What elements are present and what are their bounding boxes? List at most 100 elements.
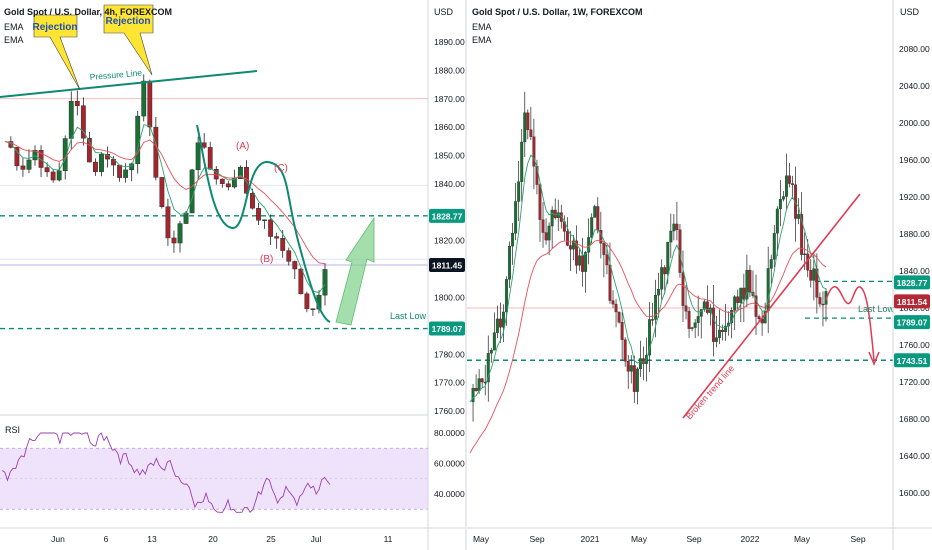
left-candle-bear [38, 150, 44, 168]
wave-curve [196, 124, 331, 323]
left-time-tick: Jul [311, 534, 322, 544]
left-price-tick: 1800.00 [434, 293, 465, 303]
left-price-badges: 1828.77 1811.45 1789.07 [429, 208, 465, 336]
broken-trend-line-label: Broken trend line [684, 363, 736, 421]
right-candle-bull [718, 329, 721, 338]
left-ema-label-2[interactable]: EMA [4, 35, 24, 45]
right-ema-label-1[interactable]: EMA [472, 22, 492, 32]
right-price-axis[interactable]: 2080.00 2040.00 2000.00 1960.00 1920.00 1880.… [899, 44, 930, 498]
left-price-badge [429, 258, 465, 273]
right-candle-bull [657, 289, 661, 296]
right-ema-fast [469, 154, 827, 403]
right-candle-bull [672, 223, 676, 232]
left-price-badge [429, 208, 465, 223]
right-chart-panel[interactable]: Broken trend line Last Low 2080.00 2040.00… [467, 0, 932, 550]
left-candle-bull [56, 170, 62, 181]
right-price-badge [894, 353, 930, 368]
left-candle-bear [250, 193, 255, 209]
right-candle-bull [699, 309, 703, 317]
right-candle-bear [474, 388, 478, 391]
left-candle-bull [68, 100, 74, 139]
right-price-tick: 1680.00 [899, 414, 930, 424]
left-candle-bear [256, 208, 261, 221]
right-candle-bull [523, 112, 527, 143]
right-candle-bull [635, 368, 639, 392]
left-horizontal-levels [0, 98, 428, 330]
right-price-badge-label: 1789.07 [897, 318, 928, 328]
right-candle-bull [572, 240, 575, 250]
left-price-tick: 1870.00 [434, 94, 465, 104]
rejection-callout-2 [103, 4, 154, 76]
right-ema-label-2[interactable]: EMA [472, 35, 492, 45]
left-ema-slow [4, 139, 326, 265]
left-time-tick: 20 [208, 534, 218, 544]
right-candle-bull [772, 233, 776, 260]
left-time-tick: 6 [104, 534, 109, 544]
left-price-tick: 1860.00 [434, 122, 465, 132]
right-candle-bear [788, 175, 791, 184]
right-candle-bear [821, 303, 825, 306]
rsi-label[interactable]: RSI [5, 425, 20, 435]
right-candle-bull [666, 241, 670, 275]
projection-arrowhead [868, 351, 880, 366]
right-candle-bear [614, 303, 618, 313]
left-candle-bull [195, 142, 201, 171]
right-candle-bull [781, 196, 785, 200]
left-candle-bear [86, 138, 92, 163]
left-candle-bull [177, 223, 183, 244]
left-price-badge-label: 1789.07 [432, 324, 463, 334]
right-candle-bull [730, 310, 734, 324]
left-price-tick: 1770.00 [434, 378, 465, 388]
rsi-band [0, 448, 428, 510]
left-candle-bear [274, 236, 280, 239]
right-candle-bear [611, 300, 615, 305]
right-candle-bear [791, 183, 794, 185]
left-candle-bull [322, 269, 328, 296]
right-price-tick: 2000.00 [899, 118, 930, 128]
left-candle-bull [135, 115, 141, 164]
left-price-badge [429, 321, 465, 336]
right-candle-bull [797, 214, 801, 219]
left-candle-bull [231, 178, 237, 188]
right-candle-bull [778, 199, 782, 210]
right-candle-bull [486, 353, 490, 383]
rsi-tick: 80.0000 [434, 428, 465, 438]
right-price-badge [894, 294, 930, 309]
right-candle-bear [736, 296, 740, 303]
right-candle-bull [803, 253, 807, 256]
right-candle-bear [581, 255, 585, 272]
right-candle-bear [529, 129, 533, 137]
right-candle-bear [617, 311, 621, 323]
right-candle-bear [480, 378, 484, 383]
right-time-tick: May [473, 534, 490, 544]
right-horizontal-levels [467, 280, 893, 361]
right-candle-bull [745, 269, 749, 300]
right-time-axis[interactable]: May Sep 2021 May Sep 2022 May Sep [473, 534, 866, 544]
left-currency-label: USD [434, 7, 454, 17]
left-candle-bear [159, 177, 165, 207]
left-chart-panel[interactable]: Pressure Line Rejection Rejection (A) (C) (B)… [0, 0, 465, 550]
rsi-line [1, 432, 331, 514]
right-candle-bear [538, 184, 542, 220]
right-candle-bull [739, 287, 743, 303]
left-price-axis[interactable]: 1890.00 1880.00 1870.00 1860.00 1850.00 1840.… [434, 37, 465, 416]
right-time-tick: May [631, 534, 648, 544]
left-ema-label-1[interactable]: EMA [4, 22, 24, 32]
right-price-tick: 1640.00 [899, 451, 930, 461]
right-price-badge-label: 1743.51 [897, 356, 928, 366]
right-price-tick: 2040.00 [899, 81, 930, 91]
right-candle-bull [638, 358, 642, 370]
right-time-tick: May [794, 534, 811, 544]
left-price-tick: 1880.00 [434, 65, 465, 75]
right-candle-bear [526, 112, 530, 130]
rejection-callout-1 [33, 14, 81, 91]
wave-c-label: (C) [274, 163, 288, 174]
right-price-badge-label: 1828.77 [897, 278, 928, 288]
left-time-axis[interactable]: Jun 6 13 20 25 Jul 11 [51, 534, 393, 544]
right-candle-bull [660, 267, 664, 290]
left-candle-bear [14, 147, 20, 167]
right-candle-bear [684, 305, 688, 312]
right-candle-bear [632, 365, 636, 392]
right-ema-lines [469, 154, 827, 454]
